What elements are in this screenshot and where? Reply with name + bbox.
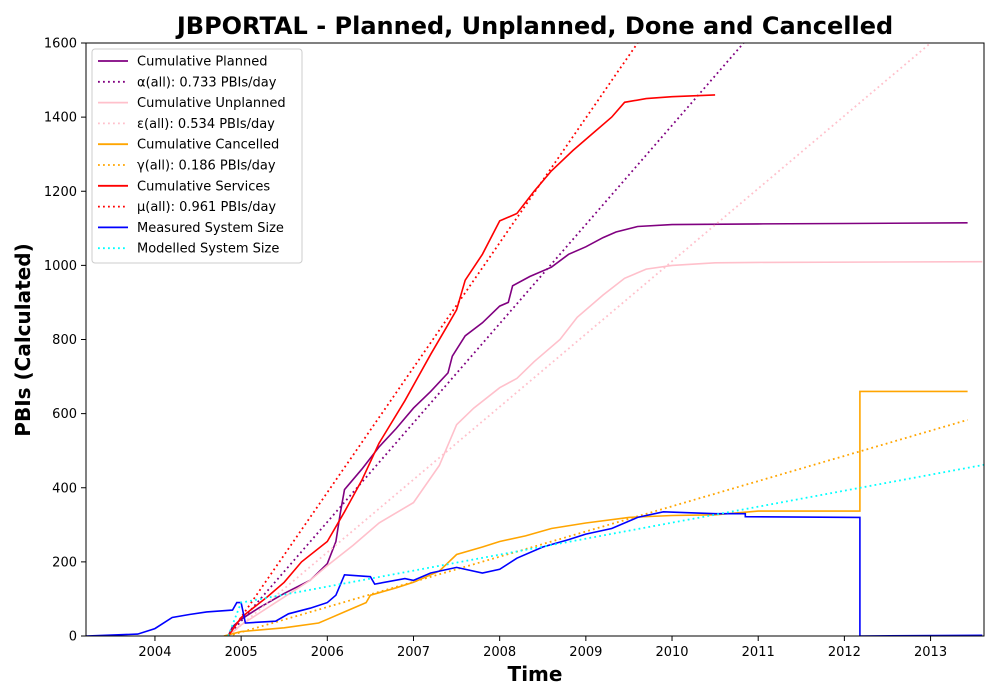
y-tick-label: 1200 bbox=[44, 185, 77, 200]
x-tick-label: 2005 bbox=[225, 645, 258, 660]
y-tick-label: 0 bbox=[69, 630, 77, 645]
series-line-0 bbox=[227, 222, 968, 636]
legend: Cumulative Planned α(all): 0.733 PBIs/day… bbox=[91, 48, 303, 264]
chart-title: JBPORTAL - Planned, Unplanned, Done and … bbox=[175, 12, 893, 40]
x-tick-label: 2004 bbox=[138, 645, 171, 660]
y-axis-label: PBIs (Calculated) bbox=[11, 243, 35, 436]
series-line-3 bbox=[227, 43, 932, 636]
y-axis: 0 200 400 600 800 1000 1200 1400 1600 bbox=[44, 37, 86, 645]
x-tick-label: 2013 bbox=[914, 645, 947, 660]
series-line-8 bbox=[86, 510, 983, 636]
y-tick-label: 400 bbox=[52, 481, 77, 496]
series-line-4 bbox=[223, 390, 968, 636]
legend-box bbox=[91, 48, 303, 264]
x-axis-label: Time bbox=[508, 662, 563, 686]
x-tick-label: 2009 bbox=[569, 645, 602, 660]
y-tick-label: 600 bbox=[52, 407, 77, 422]
x-tick-label: 2008 bbox=[483, 645, 516, 660]
x-tick-label: 2012 bbox=[828, 645, 861, 660]
y-tick-label: 1000 bbox=[44, 259, 77, 274]
legend-label: Measured System Size bbox=[137, 221, 284, 236]
legend-label: Cumulative Planned bbox=[137, 55, 267, 70]
legend-label: Cumulative Unplanned bbox=[137, 96, 286, 111]
y-tick-label: 1400 bbox=[44, 111, 77, 126]
legend-label: Cumulative Services bbox=[137, 179, 270, 194]
series-line-6 bbox=[227, 94, 716, 636]
legend-label: α(all): 0.733 PBIs/day bbox=[137, 75, 277, 90]
legend-label: Modelled System Size bbox=[137, 242, 279, 257]
series-line-7 bbox=[227, 43, 639, 636]
series-line-5 bbox=[227, 419, 968, 636]
series-line-9 bbox=[227, 463, 984, 636]
legend-label: μ(all): 0.961 PBIs/day bbox=[137, 200, 276, 215]
legend-label: γ(all): 0.186 PBIs/day bbox=[137, 159, 276, 174]
x-tick-label: 2007 bbox=[397, 645, 430, 660]
x-tick-label: 2010 bbox=[655, 645, 688, 660]
series-line-1 bbox=[227, 43, 745, 636]
y-tick-label: 800 bbox=[52, 333, 77, 348]
x-tick-label: 2011 bbox=[742, 645, 775, 660]
y-tick-label: 1600 bbox=[44, 37, 77, 52]
plot-lines bbox=[86, 43, 984, 636]
y-tick-label: 200 bbox=[52, 555, 77, 570]
x-tick-label: 2006 bbox=[311, 645, 344, 660]
legend-label: ε(all): 0.534 PBIs/day bbox=[137, 117, 275, 132]
legend-label: Cumulative Cancelled bbox=[137, 138, 279, 153]
series-line-2 bbox=[227, 260, 983, 636]
x-axis: 2004 2005 2006 2007 2008 2009 2010 2011 2012 2013 bbox=[138, 636, 947, 660]
